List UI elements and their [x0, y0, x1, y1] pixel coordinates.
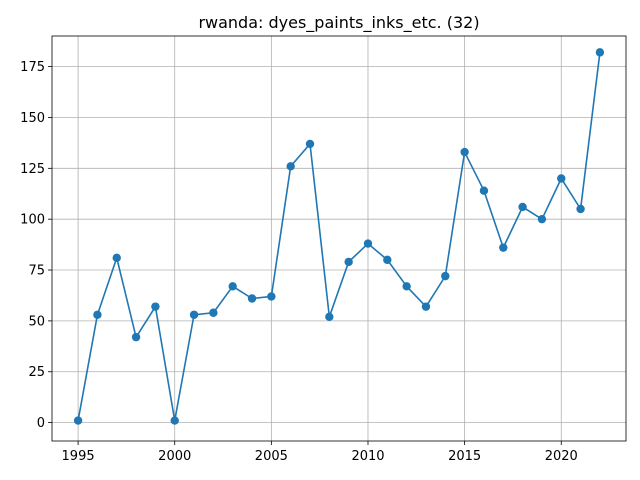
data-point — [305, 139, 315, 149]
data-point — [557, 174, 566, 183]
data-point — [460, 147, 469, 157]
y-tick-label: 175 — [20, 60, 45, 75]
y-tick-label: 75 — [28, 264, 45, 279]
data-point — [286, 162, 295, 171]
y-tick-label: 100 — [20, 213, 45, 228]
x-tick-label: 2005 — [255, 449, 288, 464]
series-layer — [73, 48, 605, 425]
data-point — [247, 294, 257, 303]
data-point — [131, 332, 141, 342]
data-point — [441, 271, 450, 281]
data-point — [421, 302, 431, 311]
data-point — [402, 282, 411, 291]
data-point — [170, 416, 179, 425]
x-tick-label: 2015 — [448, 449, 481, 464]
data-point — [112, 253, 121, 263]
data-point — [595, 48, 605, 57]
y-tick-label: 50 — [28, 314, 45, 329]
data-point — [344, 257, 353, 267]
y-tick-label: 125 — [20, 162, 45, 177]
data-point — [325, 312, 334, 322]
series-line — [77, 52, 601, 422]
data-point — [151, 302, 160, 311]
x-tick-label: 2010 — [351, 449, 384, 464]
axes-frame — [51, 35, 627, 442]
data-point — [383, 255, 392, 265]
ticks: 1995 2000 2005 2010 2015 2020 0 25 50 75 100 125 150… — [20, 60, 578, 464]
x-tick-label: 2000 — [158, 449, 191, 464]
data-point — [228, 282, 237, 291]
y-tick-label: 25 — [28, 365, 45, 380]
data-point — [189, 310, 199, 319]
data-point — [267, 292, 276, 301]
data-point — [363, 239, 373, 248]
y-tick-label: 150 — [20, 111, 45, 126]
data-point — [537, 214, 547, 224]
data-point — [518, 202, 527, 212]
data-point — [93, 310, 102, 319]
x-tick-label: 2020 — [545, 449, 578, 464]
data-point — [576, 204, 585, 214]
y-tick-label: 0 — [37, 416, 45, 431]
data-point — [209, 308, 218, 317]
data-point — [499, 243, 508, 252]
data-point — [479, 186, 489, 195]
x-tick-label: 1995 — [62, 449, 95, 464]
chart-title: rwanda: dyes_paints_inks_etc. (32) — [198, 13, 479, 33]
grid — [52, 36, 626, 441]
data-point — [73, 416, 83, 425]
